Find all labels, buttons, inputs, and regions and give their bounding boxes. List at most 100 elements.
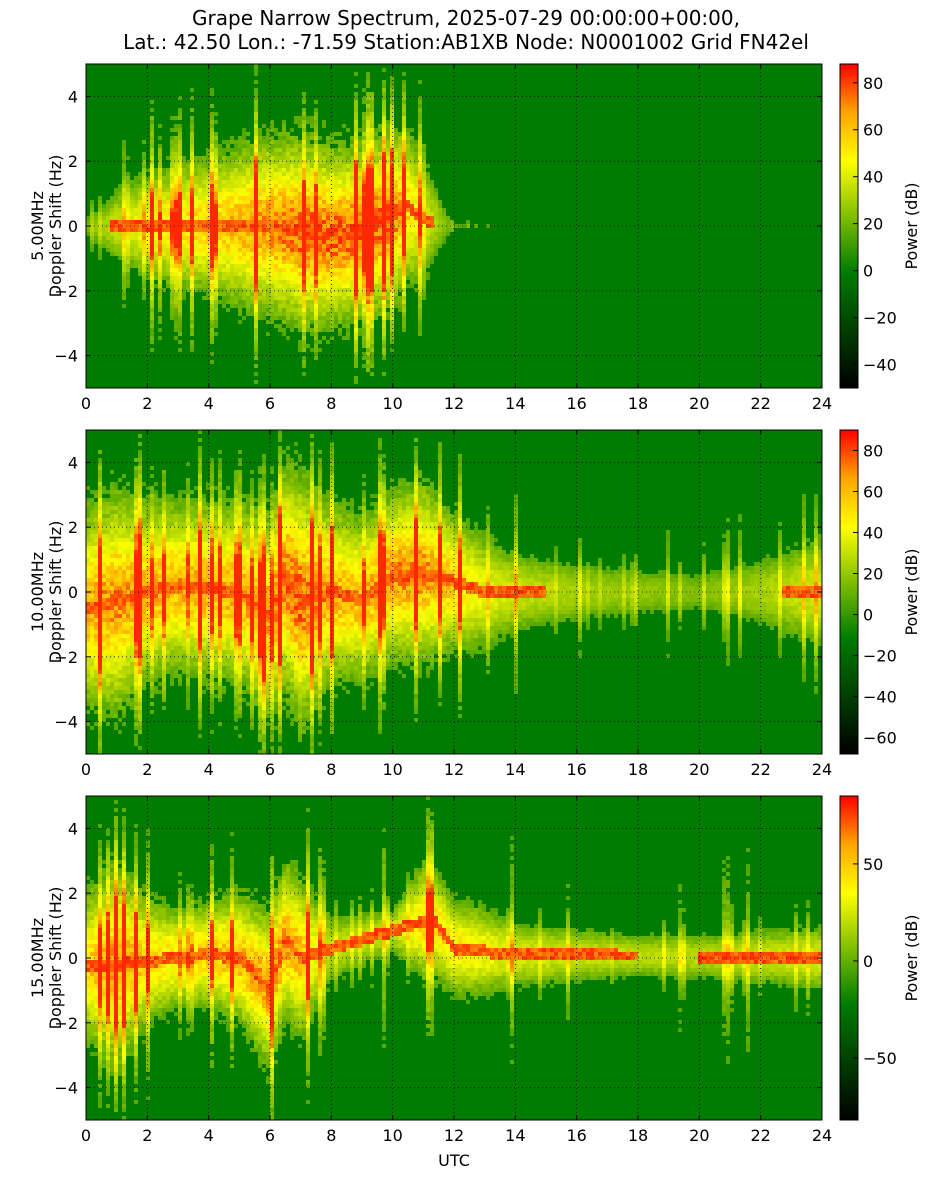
- heatmap-cell: [374, 280, 378, 284]
- heatmap-cell: [326, 248, 330, 252]
- heatmap-cell: [462, 224, 466, 228]
- heatmap-cell: [414, 180, 418, 184]
- heatmap-cell: [190, 228, 194, 232]
- heatmap-cell: [218, 152, 222, 156]
- heatmap-cell: [158, 288, 162, 292]
- heatmap-cell: [334, 172, 338, 176]
- heatmap-cell: [326, 160, 330, 164]
- heatmap-cell: [390, 204, 394, 208]
- heatmap-cell: [254, 232, 258, 236]
- heatmap-cell: [310, 120, 314, 124]
- heatmap-cell: [350, 172, 354, 176]
- heatmap-cell: [326, 168, 330, 172]
- heatmap-cell: [418, 144, 422, 148]
- heatmap-cell: [234, 264, 238, 268]
- heatmap-cell: [158, 200, 162, 204]
- heatmap-cell: [146, 192, 150, 196]
- heatmap-cell: [374, 240, 378, 244]
- heatmap-cell: [178, 192, 182, 196]
- heatmap-cell: [274, 300, 278, 304]
- heatmap-cell: [386, 244, 390, 248]
- heatmap-cell: [154, 244, 158, 248]
- heatmap-cell: [314, 300, 318, 304]
- heatmap-cell: [98, 650, 102, 654]
- heatmap-cell: [334, 196, 338, 200]
- heatmap-cell: [350, 296, 354, 300]
- heatmap-cell: [86, 232, 90, 236]
- heatmap-cell: [134, 506, 138, 510]
- heatmap-cell: [370, 300, 374, 304]
- heatmap-cell: [394, 144, 398, 148]
- heatmap-cell: [286, 248, 290, 252]
- heatmap-cell: [254, 196, 258, 200]
- heatmap-cell: [374, 220, 378, 224]
- heatmap-cell: [406, 160, 410, 164]
- heatmap-cell: [402, 304, 406, 308]
- heatmap-cell: [138, 172, 142, 176]
- heatmap-cell: [134, 690, 138, 694]
- heatmap-cell: [150, 216, 154, 220]
- heatmap-cell: [298, 312, 302, 316]
- heatmap-cell: [114, 698, 118, 702]
- heatmap-cell: [138, 554, 142, 558]
- heatmap-cell: [162, 172, 166, 176]
- heatmap-cell: [322, 196, 326, 200]
- heatmap-cell: [150, 248, 154, 252]
- heatmap-cell: [318, 228, 322, 232]
- heatmap-cell: [122, 626, 126, 630]
- heatmap-cell: [202, 192, 206, 196]
- heatmap-cell: [354, 92, 358, 96]
- heatmap-cell: [298, 296, 302, 300]
- heatmap-cell: [382, 128, 386, 132]
- heatmap-cell: [110, 502, 114, 506]
- heatmap-cell: [438, 204, 442, 208]
- heatmap-cell: [250, 248, 254, 252]
- heatmap-cell: [134, 466, 138, 470]
- heatmap-cell: [302, 268, 306, 272]
- heatmap-cell: [142, 538, 146, 542]
- heatmap-cell: [214, 160, 218, 164]
- heatmap-cell: [210, 192, 214, 196]
- heatmap-cell: [154, 272, 158, 276]
- heatmap-cell: [418, 260, 422, 264]
- heatmap-cell: [170, 220, 174, 224]
- heatmap-cell: [178, 252, 182, 256]
- heatmap-cell: [422, 248, 426, 252]
- heatmap-cell: [342, 232, 346, 236]
- heatmap-cell: [258, 204, 262, 208]
- heatmap-cell: [338, 260, 342, 264]
- heatmap-cell: [110, 634, 114, 638]
- heatmap-cell: [246, 236, 250, 240]
- heatmap-cell: [406, 140, 410, 144]
- heatmap-cell: [142, 654, 146, 658]
- heatmap-cell: [390, 328, 394, 332]
- heatmap-cell: [434, 224, 438, 228]
- heatmap-cell: [334, 208, 338, 212]
- heatmap-cell: [322, 256, 326, 260]
- heatmap-cell: [198, 176, 202, 180]
- heatmap-cell: [250, 272, 254, 276]
- heatmap-cell: [338, 172, 342, 176]
- heatmap-cell: [146, 666, 150, 670]
- heatmap-cell: [418, 252, 422, 256]
- heatmap-cell: [170, 276, 174, 280]
- heatmap-cell: [218, 156, 222, 160]
- heatmap-cell: [250, 288, 254, 292]
- heatmap-cell: [162, 216, 166, 220]
- heatmap-cell: [158, 498, 162, 502]
- heatmap-cell: [126, 658, 130, 662]
- heatmap-cell: [302, 160, 306, 164]
- heatmap-cell: [150, 304, 154, 308]
- heatmap-cell: [374, 156, 378, 160]
- heatmap-cell: [170, 116, 174, 120]
- heatmap-cell: [182, 268, 186, 272]
- heatmap-cell: [258, 272, 262, 276]
- heatmap-cell: [138, 558, 142, 562]
- heatmap-cell: [86, 642, 90, 646]
- heatmap-cell: [130, 546, 134, 550]
- heatmap-cell: [214, 164, 218, 168]
- heatmap-cell: [406, 260, 410, 264]
- heatmap-cell: [382, 100, 386, 104]
- heatmap-cell: [342, 300, 346, 304]
- heatmap-cell: [378, 248, 382, 252]
